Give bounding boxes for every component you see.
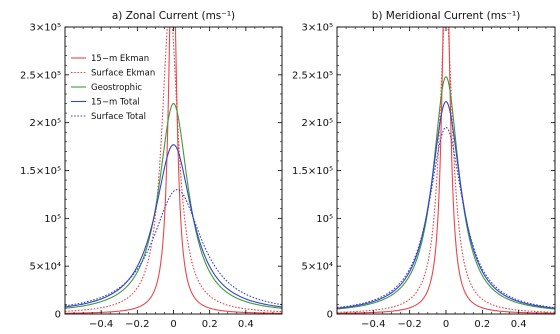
y-tick-label: 0 bbox=[55, 310, 61, 321]
x-tick-label: 0.4 bbox=[511, 319, 527, 330]
y-tick-label: 0 bbox=[327, 310, 333, 321]
series-line-4 bbox=[65, 144, 282, 308]
y-tick-label: 1.5×10⁵ bbox=[292, 166, 333, 177]
y-tick-label: 2×10⁵ bbox=[30, 118, 61, 129]
legend: 15−m Ekman Surface Ekman Geostrophic 15−m T… bbox=[71, 54, 155, 122]
y-tick-label: 3×10⁵ bbox=[302, 23, 333, 34]
series-line-2 bbox=[65, 27, 282, 313]
chart-title: b) Meridional Current (ms⁻¹) bbox=[372, 10, 521, 22]
x-tick-label: −0.4 bbox=[361, 319, 385, 330]
y-tick-label: 2.5×10⁵ bbox=[20, 70, 61, 81]
series-line-3 bbox=[65, 102, 282, 309]
x-tick-label: 0 bbox=[443, 319, 449, 330]
plot-frame bbox=[336, 26, 556, 315]
x-tick-label: −0.4 bbox=[89, 319, 113, 330]
y-tick-label: 5×10⁴ bbox=[302, 262, 333, 273]
y-tick-label: 3×10⁵ bbox=[30, 23, 61, 34]
y-tick-label: 2.5×10⁵ bbox=[292, 70, 333, 81]
series-line-3 bbox=[337, 76, 555, 310]
series-group bbox=[337, 27, 555, 314]
legend-label-1: 15−m Ekman bbox=[91, 54, 149, 64]
x-tick-label: −0.2 bbox=[125, 319, 149, 330]
legend-label-4: 15−m Total bbox=[91, 98, 140, 108]
y-tick-label: 10⁵ bbox=[44, 214, 61, 225]
x-tick-label: 0 bbox=[170, 319, 176, 330]
legend-label-5: Surface Total bbox=[91, 112, 146, 122]
series-line-1 bbox=[337, 27, 555, 314]
y-tick-label: 10⁵ bbox=[316, 214, 333, 225]
panel-zonal: a) Zonal Current (ms⁻¹) 0 5×10⁴ 10⁵ 1.5×10⁵ 2… bbox=[20, 10, 283, 330]
chart-title: a) Zonal Current (ms⁻¹) bbox=[112, 10, 235, 22]
series-line-2 bbox=[337, 27, 555, 313]
x-tick-label: 0.2 bbox=[474, 319, 490, 330]
panel-meridional: b) Meridional Current (ms⁻¹) 0 5×10⁴ 10⁵ 1.5… bbox=[292, 10, 556, 330]
legend-label-2: Surface Ekman bbox=[91, 69, 155, 79]
x-tick-label: 0.4 bbox=[238, 319, 254, 330]
x-tick-label: −0.2 bbox=[398, 319, 422, 330]
series-line-4 bbox=[337, 101, 555, 309]
series-line-1 bbox=[65, 27, 282, 314]
y-tick-label: 2×10⁵ bbox=[302, 118, 333, 129]
y-tick-label: 5×10⁴ bbox=[30, 262, 61, 273]
y-tick-label: 1.5×10⁵ bbox=[20, 166, 61, 177]
series-line-5 bbox=[65, 189, 282, 307]
series-group bbox=[65, 27, 282, 314]
legend-label-3: Geostrophic bbox=[91, 83, 142, 93]
series-line-5 bbox=[337, 126, 555, 309]
x-tick-label: 0.2 bbox=[202, 319, 218, 330]
